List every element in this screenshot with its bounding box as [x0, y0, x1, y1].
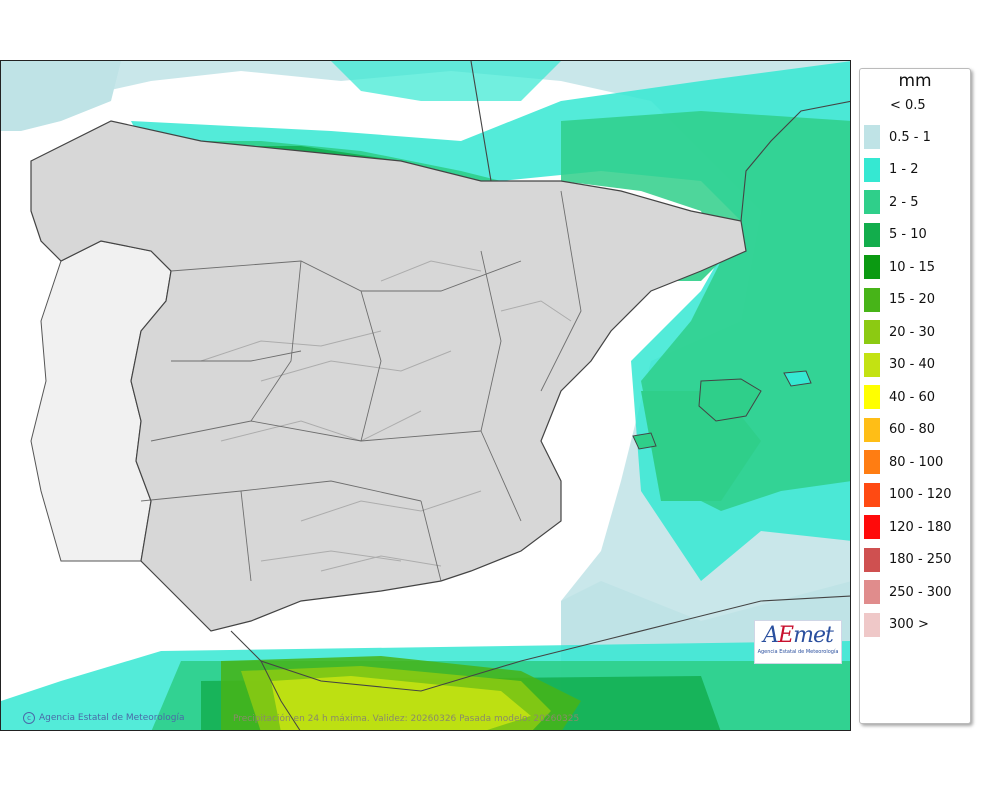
- legend-swatch: [864, 417, 880, 442]
- coast-africa: [230, 595, 850, 692]
- legend-label: 180 - 250: [889, 552, 952, 568]
- legend-rows: 0.5 - 1 1 - 2 2 - 5 5 - 10 10 - 15 15 - 20 20 …: [860, 121, 970, 641]
- island-ibiza: [632, 432, 657, 450]
- legend-item: 300 >: [860, 609, 970, 642]
- legend-below-label: < 0.5: [890, 98, 926, 113]
- legend-swatch: [864, 547, 880, 572]
- legend-label: 300 >: [889, 617, 929, 633]
- legend-swatch: [864, 450, 880, 475]
- logo-subtitle: Agencia Estatal de Meteorología: [757, 649, 839, 655]
- logo-wordmark: AEmet: [763, 623, 834, 648]
- credit-text: Agencia Estatal de Meteorología: [39, 713, 185, 723]
- legend-swatch: [864, 255, 880, 280]
- legend-label: 120 - 180: [889, 519, 952, 535]
- legend-label: 40 - 60: [889, 389, 936, 405]
- precip-band-2-5: [561, 111, 850, 511]
- region-borders: [140, 190, 582, 582]
- legend-swatch: [864, 287, 880, 312]
- legend-label: 30 - 40: [889, 357, 936, 373]
- map-canvas: [1, 61, 850, 730]
- legend-item: 20 - 30: [860, 316, 970, 349]
- legend-label: 5 - 10: [889, 227, 927, 243]
- legend-swatch: [864, 352, 880, 377]
- legend-item: 180 - 250: [860, 544, 970, 577]
- precipitation-legend: mm < 0.5 0.5 - 1 1 - 2 2 - 5 5 - 10 10 - 15 1…: [859, 68, 971, 724]
- legend-swatch: [864, 385, 880, 410]
- legend-item: 60 - 80: [860, 414, 970, 447]
- aemet-logo: AEmet Agencia Estatal de Meteorología: [754, 620, 842, 664]
- legend-item: 15 - 20: [860, 284, 970, 317]
- legend-label: 10 - 15: [889, 259, 936, 275]
- legend-swatch: [864, 320, 880, 345]
- legend-item: 40 - 60: [860, 381, 970, 414]
- map-credit: c Agencia Estatal de Meteorología: [23, 712, 185, 724]
- legend-item: 30 - 40: [860, 349, 970, 382]
- relief-texture: [200, 260, 572, 572]
- legend-item: 100 - 120: [860, 479, 970, 512]
- precipitation-map[interactable]: c Agencia Estatal de Meteorología Precipi…: [0, 60, 851, 731]
- legend-item: 5 - 10: [860, 219, 970, 252]
- legend-item: 80 - 100: [860, 446, 970, 479]
- copyright-icon: c: [23, 712, 35, 724]
- legend-swatch: [864, 190, 880, 215]
- island-mallorca: [698, 378, 762, 422]
- legend-label: 250 - 300: [889, 584, 952, 600]
- land-spain: [30, 120, 747, 632]
- legend-item: 250 - 300: [860, 576, 970, 609]
- legend-item: 10 - 15: [860, 251, 970, 284]
- legend-swatch: [864, 580, 880, 605]
- legend-swatch: [864, 482, 880, 507]
- legend-item: 1 - 2: [860, 154, 970, 187]
- legend-item: 120 - 180: [860, 511, 970, 544]
- legend-label: 100 - 120: [889, 487, 952, 503]
- precip-band-0-5: [1, 61, 850, 730]
- legend-unit: mm: [898, 71, 932, 91]
- island-menorca: [783, 370, 812, 387]
- legend-item: 0.5 - 1: [860, 121, 970, 154]
- legend-swatch: [864, 157, 880, 182]
- legend-label: 0.5 - 1: [889, 129, 931, 145]
- legend-label: 60 - 80: [889, 422, 936, 438]
- legend-swatch: [864, 612, 880, 637]
- precip-band-30-40: [271, 676, 531, 730]
- coast-france: [470, 61, 850, 222]
- legend-label: 80 - 100: [889, 454, 944, 470]
- legend-item: 2 - 5: [860, 186, 970, 219]
- map-caption: Precipitación en 24 h máxima. Validez: 2…: [233, 714, 580, 724]
- legend-swatch: [864, 515, 880, 540]
- legend-label: 1 - 2: [889, 162, 919, 178]
- legend-label: 15 - 20: [889, 292, 936, 308]
- legend-swatch: [864, 125, 880, 150]
- legend-label: 2 - 5: [889, 194, 919, 210]
- legend-label: 20 - 30: [889, 324, 936, 340]
- legend-swatch: [864, 222, 880, 247]
